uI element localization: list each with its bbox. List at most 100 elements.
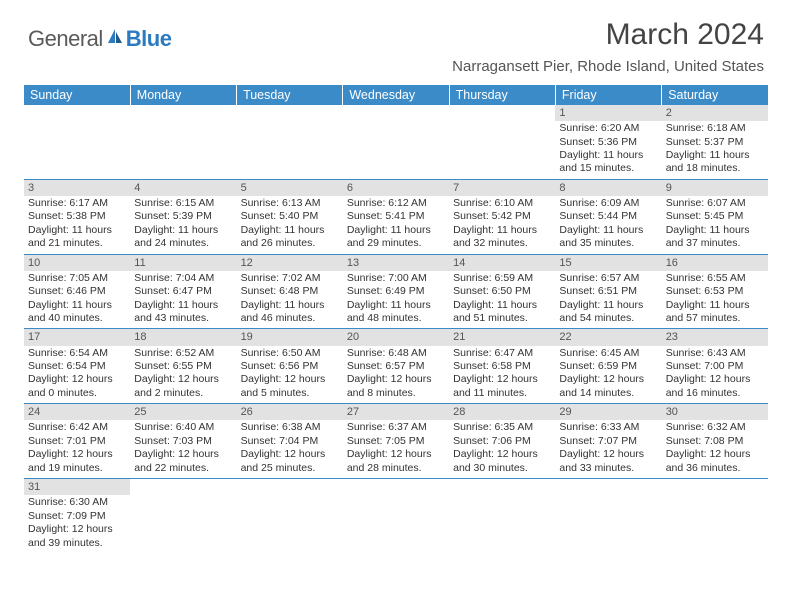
sunset-text: Sunset: 7:08 PM: [666, 435, 764, 448]
calendar-day-cell: [130, 105, 236, 179]
daylight1-text: Daylight: 11 hours: [559, 224, 657, 237]
sunset-text: Sunset: 6:55 PM: [134, 360, 232, 373]
daylight2-text: and 22 minutes.: [134, 462, 232, 475]
calendar-day-cell: 27Sunrise: 6:37 AMSunset: 7:05 PMDayligh…: [343, 404, 449, 479]
sunrise-text: Sunrise: 6:50 AM: [241, 347, 339, 360]
calendar-day-cell: 5Sunrise: 6:13 AMSunset: 5:40 PMDaylight…: [237, 179, 343, 254]
day-number: 1: [555, 105, 661, 121]
daylight2-text: and 24 minutes.: [134, 237, 232, 250]
daylight2-text: and 16 minutes.: [666, 387, 764, 400]
day-number: 4: [130, 180, 236, 196]
sunset-text: Sunset: 5:45 PM: [666, 210, 764, 223]
daylight2-text: and 21 minutes.: [28, 237, 126, 250]
sunset-text: Sunset: 6:51 PM: [559, 285, 657, 298]
daylight2-text: and 15 minutes.: [559, 162, 657, 175]
day-number: 25: [130, 404, 236, 420]
sunrise-text: Sunrise: 6:59 AM: [453, 272, 551, 285]
daylight2-text: and 40 minutes.: [28, 312, 126, 325]
sunset-text: Sunset: 6:48 PM: [241, 285, 339, 298]
sunset-text: Sunset: 6:59 PM: [559, 360, 657, 373]
calendar-week-row: 10Sunrise: 7:05 AMSunset: 6:46 PMDayligh…: [24, 254, 768, 329]
daylight2-text: and 33 minutes.: [559, 462, 657, 475]
daylight1-text: Daylight: 11 hours: [559, 149, 657, 162]
day-number: 5: [237, 180, 343, 196]
daylight1-text: Daylight: 12 hours: [347, 448, 445, 461]
sunset-text: Sunset: 7:03 PM: [134, 435, 232, 448]
sunset-text: Sunset: 7:05 PM: [347, 435, 445, 448]
daylight1-text: Daylight: 11 hours: [134, 299, 232, 312]
daylight1-text: Daylight: 11 hours: [134, 224, 232, 237]
daylight1-text: Daylight: 12 hours: [134, 373, 232, 386]
daylight2-text: and 37 minutes.: [666, 237, 764, 250]
sunset-text: Sunset: 6:58 PM: [453, 360, 551, 373]
daylight2-text: and 2 minutes.: [134, 387, 232, 400]
calendar-body: 1Sunrise: 6:20 AMSunset: 5:36 PMDaylight…: [24, 105, 768, 553]
weekday-header: Saturday: [662, 85, 768, 105]
day-number: 30: [662, 404, 768, 420]
day-number: 12: [237, 255, 343, 271]
calendar-day-cell: 12Sunrise: 7:02 AMSunset: 6:48 PMDayligh…: [237, 254, 343, 329]
daylight2-text: and 54 minutes.: [559, 312, 657, 325]
sunrise-text: Sunrise: 6:18 AM: [666, 122, 764, 135]
day-number: 14: [449, 255, 555, 271]
day-number: 2: [662, 105, 768, 121]
title-block: March 2024 Narragansett Pier, Rhode Isla…: [452, 18, 764, 75]
sunset-text: Sunset: 5:42 PM: [453, 210, 551, 223]
day-number: 10: [24, 255, 130, 271]
calendar-day-cell: [24, 105, 130, 179]
daylight1-text: Daylight: 12 hours: [559, 448, 657, 461]
sunrise-text: Sunrise: 6:40 AM: [134, 421, 232, 434]
daylight2-text: and 28 minutes.: [347, 462, 445, 475]
weekday-header: Friday: [555, 85, 661, 105]
sunset-text: Sunset: 6:56 PM: [241, 360, 339, 373]
daylight2-text: and 26 minutes.: [241, 237, 339, 250]
daylight2-text: and 43 minutes.: [134, 312, 232, 325]
calendar-day-cell: 13Sunrise: 7:00 AMSunset: 6:49 PMDayligh…: [343, 254, 449, 329]
calendar-day-cell: [449, 105, 555, 179]
calendar-day-cell: 14Sunrise: 6:59 AMSunset: 6:50 PMDayligh…: [449, 254, 555, 329]
day-number: 11: [130, 255, 236, 271]
calendar-head: SundayMondayTuesdayWednesdayThursdayFrid…: [24, 85, 768, 105]
calendar-day-cell: 4Sunrise: 6:15 AMSunset: 5:39 PMDaylight…: [130, 179, 236, 254]
daylight2-text: and 48 minutes.: [347, 312, 445, 325]
calendar-week-row: 3Sunrise: 6:17 AMSunset: 5:38 PMDaylight…: [24, 179, 768, 254]
daylight2-text: and 0 minutes.: [28, 387, 126, 400]
sunrise-text: Sunrise: 6:32 AM: [666, 421, 764, 434]
sunrise-text: Sunrise: 7:00 AM: [347, 272, 445, 285]
month-title: March 2024: [452, 18, 764, 52]
daylight1-text: Daylight: 12 hours: [453, 373, 551, 386]
calendar-day-cell: 25Sunrise: 6:40 AMSunset: 7:03 PMDayligh…: [130, 404, 236, 479]
day-number: 16: [662, 255, 768, 271]
daylight2-text: and 51 minutes.: [453, 312, 551, 325]
sunrise-text: Sunrise: 6:43 AM: [666, 347, 764, 360]
daylight1-text: Daylight: 12 hours: [347, 373, 445, 386]
sunset-text: Sunset: 6:57 PM: [347, 360, 445, 373]
day-number: 18: [130, 329, 236, 345]
daylight2-text: and 39 minutes.: [28, 537, 126, 550]
sunrise-text: Sunrise: 6:20 AM: [559, 122, 657, 135]
sunset-text: Sunset: 6:47 PM: [134, 285, 232, 298]
sunset-text: Sunset: 5:41 PM: [347, 210, 445, 223]
calendar-day-cell: 21Sunrise: 6:47 AMSunset: 6:58 PMDayligh…: [449, 329, 555, 404]
sunrise-text: Sunrise: 6:54 AM: [28, 347, 126, 360]
day-number: 15: [555, 255, 661, 271]
calendar-day-cell: [237, 105, 343, 179]
sunrise-text: Sunrise: 6:35 AM: [453, 421, 551, 434]
calendar-day-cell: 17Sunrise: 6:54 AMSunset: 6:54 PMDayligh…: [24, 329, 130, 404]
sunrise-text: Sunrise: 6:45 AM: [559, 347, 657, 360]
day-number: 21: [449, 329, 555, 345]
daylight2-text: and 14 minutes.: [559, 387, 657, 400]
day-number: 19: [237, 329, 343, 345]
sunset-text: Sunset: 7:04 PM: [241, 435, 339, 448]
calendar-day-cell: 18Sunrise: 6:52 AMSunset: 6:55 PMDayligh…: [130, 329, 236, 404]
calendar-week-row: 1Sunrise: 6:20 AMSunset: 5:36 PMDaylight…: [24, 105, 768, 179]
daylight1-text: Daylight: 11 hours: [666, 299, 764, 312]
daylight2-text: and 46 minutes.: [241, 312, 339, 325]
daylight1-text: Daylight: 12 hours: [134, 448, 232, 461]
daylight1-text: Daylight: 12 hours: [666, 448, 764, 461]
daylight2-text: and 36 minutes.: [666, 462, 764, 475]
sunset-text: Sunset: 6:50 PM: [453, 285, 551, 298]
day-number: 13: [343, 255, 449, 271]
calendar-day-cell: 16Sunrise: 6:55 AMSunset: 6:53 PMDayligh…: [662, 254, 768, 329]
daylight1-text: Daylight: 11 hours: [453, 299, 551, 312]
